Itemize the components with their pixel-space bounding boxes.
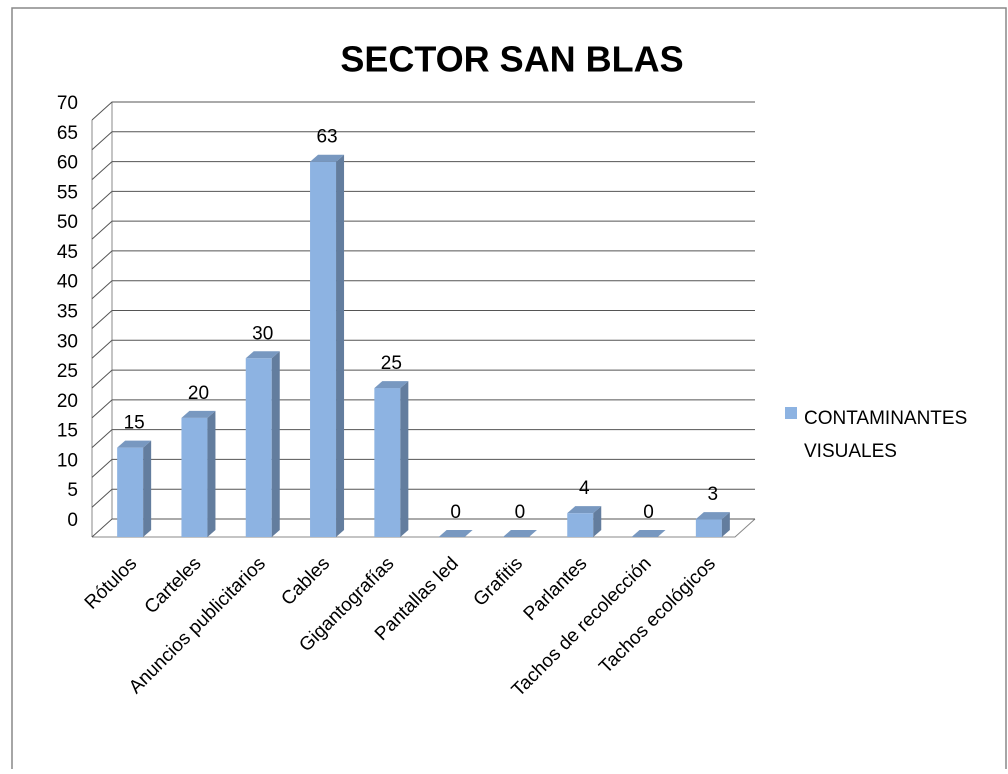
grid-line	[91, 458, 755, 478]
chart-border	[11, 7, 1007, 774]
chart-title: SECTOR SAN BLAS	[340, 39, 683, 80]
bar-top	[117, 440, 152, 448]
y-tick-label: 20	[57, 391, 78, 412]
bar-top	[502, 530, 537, 537]
grid-line	[91, 488, 755, 508]
bar-top	[374, 381, 409, 389]
grid-line	[91, 161, 755, 180]
y-tick-label: 60	[57, 153, 78, 174]
bar	[631, 530, 666, 537]
bar	[374, 381, 409, 537]
grid-line	[91, 250, 755, 270]
grid-line	[91, 518, 755, 538]
bar-top	[245, 351, 280, 359]
bar-front	[117, 447, 144, 537]
y-tick-label: 10	[57, 450, 78, 471]
y-tick-label: 40	[57, 272, 78, 293]
value-label: 0	[643, 502, 654, 523]
y-tick-label: 25	[57, 361, 78, 382]
y-tick-label: 70	[57, 93, 78, 114]
bar	[438, 530, 473, 537]
y-tick-label: 45	[57, 242, 78, 263]
grid-line	[91, 310, 755, 329]
value-label: 0	[515, 502, 526, 523]
bar-side	[271, 351, 280, 537]
bar-top	[567, 506, 602, 514]
bar-front	[695, 519, 722, 537]
bar-side	[143, 440, 152, 537]
bar-front	[245, 358, 272, 537]
bar-top	[631, 530, 666, 537]
bar-side	[336, 154, 345, 537]
grid-line	[91, 101, 755, 121]
floor	[92, 518, 756, 538]
y-tick-label: 65	[57, 123, 78, 144]
y-tick-label: 55	[57, 182, 78, 203]
value-label: 3	[708, 484, 719, 505]
bar	[502, 530, 537, 537]
y-tick-label: 0	[67, 510, 78, 531]
bar-front	[374, 388, 401, 537]
bar	[695, 512, 730, 537]
grid-line	[91, 220, 755, 240]
grid-line	[91, 280, 755, 300]
bar-front	[181, 417, 208, 537]
bar	[117, 440, 152, 537]
bar	[310, 154, 345, 537]
y-tick-label: 35	[57, 302, 78, 323]
bar	[245, 351, 280, 537]
bar-front	[310, 161, 337, 537]
y-tick-label: 5	[67, 480, 78, 501]
bar-top	[310, 154, 345, 162]
legend-swatch	[785, 407, 797, 419]
y-tick-label: 15	[57, 421, 78, 442]
bar	[567, 506, 602, 537]
grid-line	[91, 429, 755, 449]
y-tick-label: 30	[57, 331, 78, 352]
legend-label: CONTAMINANTES VISUALES	[804, 408, 968, 462]
grid-line	[91, 190, 755, 210]
grid-line	[91, 399, 755, 419]
value-label: 0	[450, 502, 461, 523]
y-tick-label: 50	[57, 212, 78, 233]
bar-top	[181, 410, 216, 418]
bar-top	[695, 512, 730, 520]
bar-side	[593, 506, 602, 537]
bar	[181, 410, 216, 537]
value-label: 25	[381, 353, 402, 374]
bar-front	[567, 513, 594, 537]
bar-top	[438, 530, 473, 537]
bar-side	[400, 381, 409, 537]
bar-side	[721, 512, 730, 537]
value-label: 20	[188, 383, 209, 404]
value-label: 15	[124, 413, 145, 434]
grid-line	[91, 339, 755, 359]
value-label: 4	[579, 478, 590, 499]
grid-line	[91, 131, 755, 151]
value-label: 63	[316, 127, 337, 148]
grid-line	[91, 369, 755, 389]
value-label: 30	[252, 323, 273, 344]
bar-side	[207, 410, 216, 537]
